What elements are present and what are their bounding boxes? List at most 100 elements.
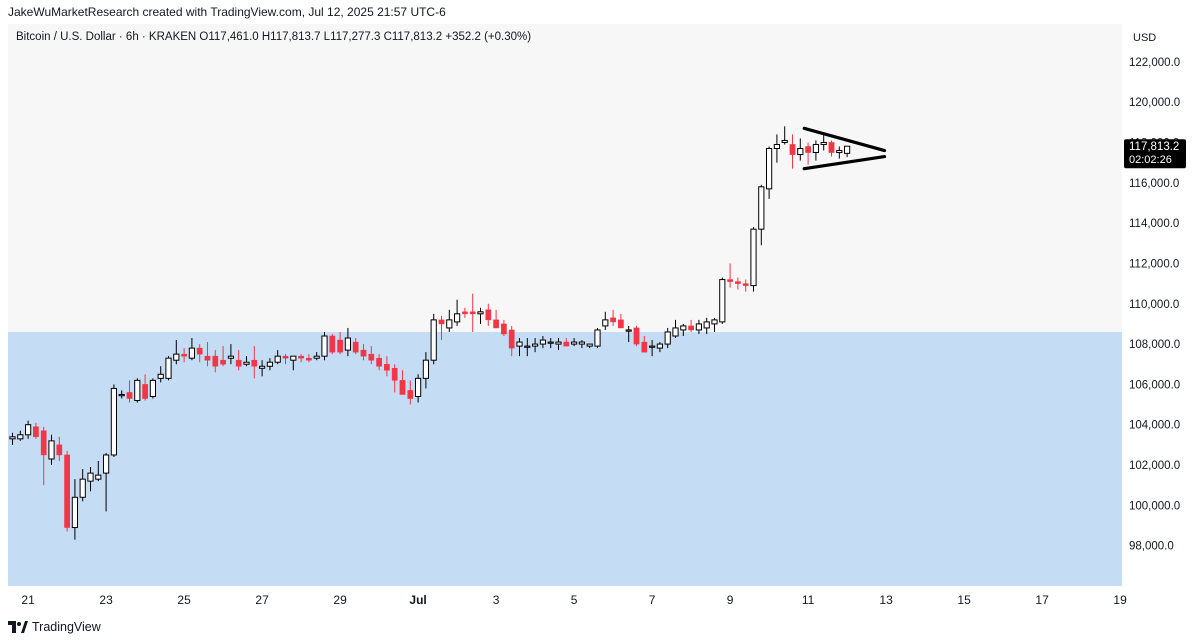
candle-up xyxy=(524,345,531,348)
candle-up xyxy=(71,496,79,529)
candle-up xyxy=(149,379,157,397)
candle-up xyxy=(188,347,196,359)
candle-up xyxy=(758,186,765,230)
candle-up xyxy=(844,145,851,154)
support-zone xyxy=(8,331,1122,586)
candle-down xyxy=(789,144,796,155)
y-tick-label: 112,000.0 xyxy=(1129,258,1179,270)
candle-down xyxy=(805,146,811,153)
candle-down xyxy=(618,319,624,329)
candle-up xyxy=(157,373,164,379)
y-tick-label: 102,000.0 xyxy=(1129,460,1180,472)
y-tick-label: 108,000.0 xyxy=(1129,339,1180,351)
candle-up xyxy=(79,478,86,498)
x-tick-label: 19 xyxy=(1113,593,1127,607)
candle-up xyxy=(766,148,773,190)
candle-up xyxy=(266,361,273,367)
y-tick-label: 116,000.0 xyxy=(1129,178,1179,190)
candle-down xyxy=(462,311,468,315)
candle-up xyxy=(103,454,110,474)
currency-label[interactable]: USD xyxy=(1133,32,1157,44)
candle-up xyxy=(454,313,461,323)
candle-up xyxy=(290,355,297,361)
y-tick-label: 110,000.0 xyxy=(1129,299,1179,311)
candle-down xyxy=(688,325,694,331)
x-tick-label: 25 xyxy=(177,593,191,607)
candle-up xyxy=(9,436,16,440)
candle-down xyxy=(727,279,733,282)
candle-up xyxy=(165,357,172,379)
candle-down xyxy=(251,359,258,367)
candle-up xyxy=(477,311,484,315)
candle-up xyxy=(773,143,780,150)
y-tick-label: 100,000.0 xyxy=(1129,500,1180,512)
candle-down xyxy=(282,355,289,359)
candle-up xyxy=(48,440,55,460)
candle-down xyxy=(181,353,187,357)
candle-down xyxy=(828,142,835,153)
candle-up xyxy=(571,341,578,345)
x-tick-label: 29 xyxy=(333,593,347,607)
x-tick-label: 7 xyxy=(649,593,656,607)
candle-up xyxy=(781,139,788,143)
candle-down xyxy=(610,317,616,323)
candle-up xyxy=(173,353,180,361)
candle-down xyxy=(306,357,312,361)
candle-up xyxy=(321,335,328,357)
candle-down xyxy=(742,283,749,286)
attribution-bar: JakeWuMarketResearch created with Tradin… xyxy=(0,0,1200,24)
candle-down xyxy=(391,368,398,381)
x-tick-label: 5 xyxy=(571,593,578,607)
candle-down xyxy=(40,430,47,456)
candle-up xyxy=(656,343,663,349)
candle-down xyxy=(508,329,515,349)
candle-down xyxy=(485,309,492,321)
y-tick-label: 98,000.0 xyxy=(1129,541,1174,553)
candle-down xyxy=(368,353,375,361)
candle-up xyxy=(625,329,632,332)
candle-up xyxy=(259,365,266,369)
candle-down xyxy=(633,327,640,345)
candle-up xyxy=(17,434,24,440)
price-axis[interactable] xyxy=(1122,24,1200,586)
candle-up xyxy=(134,379,141,402)
candle-up xyxy=(415,377,422,397)
tradingview-logo-icon xyxy=(8,621,28,633)
candle-down xyxy=(352,341,359,353)
candle-down xyxy=(469,311,476,315)
y-tick-label: 114,000.0 xyxy=(1129,218,1179,230)
bar-countdown: 02:02:26 xyxy=(1129,154,1172,166)
x-tick-label: 23 xyxy=(99,593,113,607)
candle-down xyxy=(126,392,133,399)
candle-up xyxy=(87,472,94,482)
candle-down xyxy=(641,341,648,353)
candle-down xyxy=(563,341,570,347)
candle-up xyxy=(422,359,429,379)
candle-up xyxy=(812,143,819,154)
candle-up xyxy=(594,329,601,347)
candle-up xyxy=(680,325,687,331)
candle-up xyxy=(274,355,281,363)
candle-up xyxy=(344,337,351,351)
candle-down xyxy=(212,355,219,367)
candle-up xyxy=(672,327,679,337)
candle-down xyxy=(407,390,414,399)
candle-up xyxy=(243,361,250,365)
x-tick-label: 17 xyxy=(1035,593,1049,607)
candle-up xyxy=(695,323,702,331)
candle-up xyxy=(430,319,437,361)
candle-up xyxy=(586,343,593,347)
candle-down xyxy=(235,359,242,367)
candle-up xyxy=(555,341,562,345)
x-tick-label: 3 xyxy=(493,593,500,607)
y-tick-label: 120,000.0 xyxy=(1129,97,1180,109)
candle-up xyxy=(711,319,718,325)
candle-up xyxy=(797,148,804,156)
candle-down xyxy=(438,319,445,325)
x-tick-label: 11 xyxy=(802,593,815,607)
footer: TradingView xyxy=(0,612,1200,641)
candle-down xyxy=(337,339,343,353)
x-tick-label: 9 xyxy=(727,593,734,607)
candle-up xyxy=(703,321,710,329)
